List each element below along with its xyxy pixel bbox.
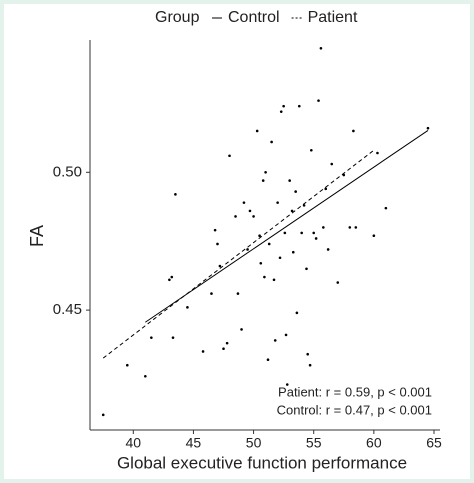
point: [278, 256, 282, 260]
point: [222, 347, 225, 350]
point: [171, 336, 175, 339]
point: [310, 148, 313, 152]
point: [352, 129, 355, 133]
annotation: Control: r = 0.47, p < 0.001: [277, 402, 432, 417]
point: [372, 234, 376, 237]
point: [210, 292, 213, 295]
point: [354, 226, 358, 229]
point: [272, 278, 276, 282]
annotation: Patient: r = 0.59, p < 0.001: [278, 384, 432, 399]
point: [242, 201, 246, 204]
x-tick-label: 40: [126, 435, 142, 451]
point: [261, 179, 265, 182]
x-tick-label: 60: [366, 435, 382, 451]
point: [348, 226, 352, 229]
point: [300, 231, 303, 235]
point: [236, 292, 240, 295]
y-tick-label: 0.45: [53, 301, 82, 318]
point: [314, 237, 318, 240]
point: [312, 231, 316, 235]
point: [125, 363, 129, 367]
point: [248, 209, 252, 213]
point: [290, 209, 294, 213]
point: [270, 140, 273, 144]
point: [305, 267, 308, 271]
point: [330, 162, 334, 166]
point: [240, 328, 243, 331]
point: [228, 154, 231, 158]
point: [263, 275, 266, 279]
point: [259, 261, 263, 265]
point: [267, 242, 271, 246]
point: [284, 333, 288, 337]
x-tick-label: 55: [306, 435, 322, 451]
x-tick-label: 45: [186, 435, 202, 451]
point: [255, 129, 259, 133]
point: [273, 339, 277, 342]
point: [308, 363, 312, 367]
point: [306, 352, 309, 356]
point: [288, 179, 291, 182]
point: [291, 250, 295, 254]
point: [225, 341, 229, 345]
point: [295, 311, 299, 315]
point: [285, 383, 289, 386]
x-tick-label: 65: [426, 435, 442, 451]
point: [174, 193, 177, 196]
point: [322, 226, 325, 229]
point: [294, 190, 297, 193]
point: [201, 350, 205, 353]
regression-line: [102, 149, 375, 359]
point: [376, 151, 379, 155]
x-tick-label: 50: [246, 435, 262, 451]
point: [336, 281, 340, 284]
point: [216, 242, 219, 246]
point: [170, 275, 174, 279]
point: [168, 278, 171, 282]
point: [276, 201, 279, 204]
point: [326, 248, 330, 251]
point: [384, 206, 388, 210]
point: [279, 110, 283, 113]
point: [252, 215, 255, 218]
point: [218, 264, 222, 268]
point: [282, 104, 285, 108]
point: [264, 170, 267, 174]
panel: [4, 4, 470, 479]
point: [150, 336, 153, 339]
point: [317, 99, 320, 102]
point: [186, 306, 189, 309]
point: [234, 215, 237, 218]
point: [101, 413, 105, 417]
legend-label: Patient: [308, 9, 358, 26]
point: [297, 104, 301, 108]
point: [144, 374, 147, 378]
legend-label: Control: [228, 9, 280, 26]
point: [213, 228, 217, 232]
regression-line: [145, 129, 429, 323]
x-axis-label: Global executive function performance: [117, 453, 407, 472]
point: [426, 126, 430, 130]
legend-title: Group: [155, 9, 200, 26]
point: [283, 231, 287, 235]
point: [266, 358, 270, 362]
point: [258, 234, 261, 237]
point: [319, 46, 323, 50]
y-axis-label: FA: [27, 225, 47, 247]
y-tick-label: 0.50: [53, 163, 82, 180]
point: [246, 248, 249, 251]
point: [324, 187, 328, 191]
